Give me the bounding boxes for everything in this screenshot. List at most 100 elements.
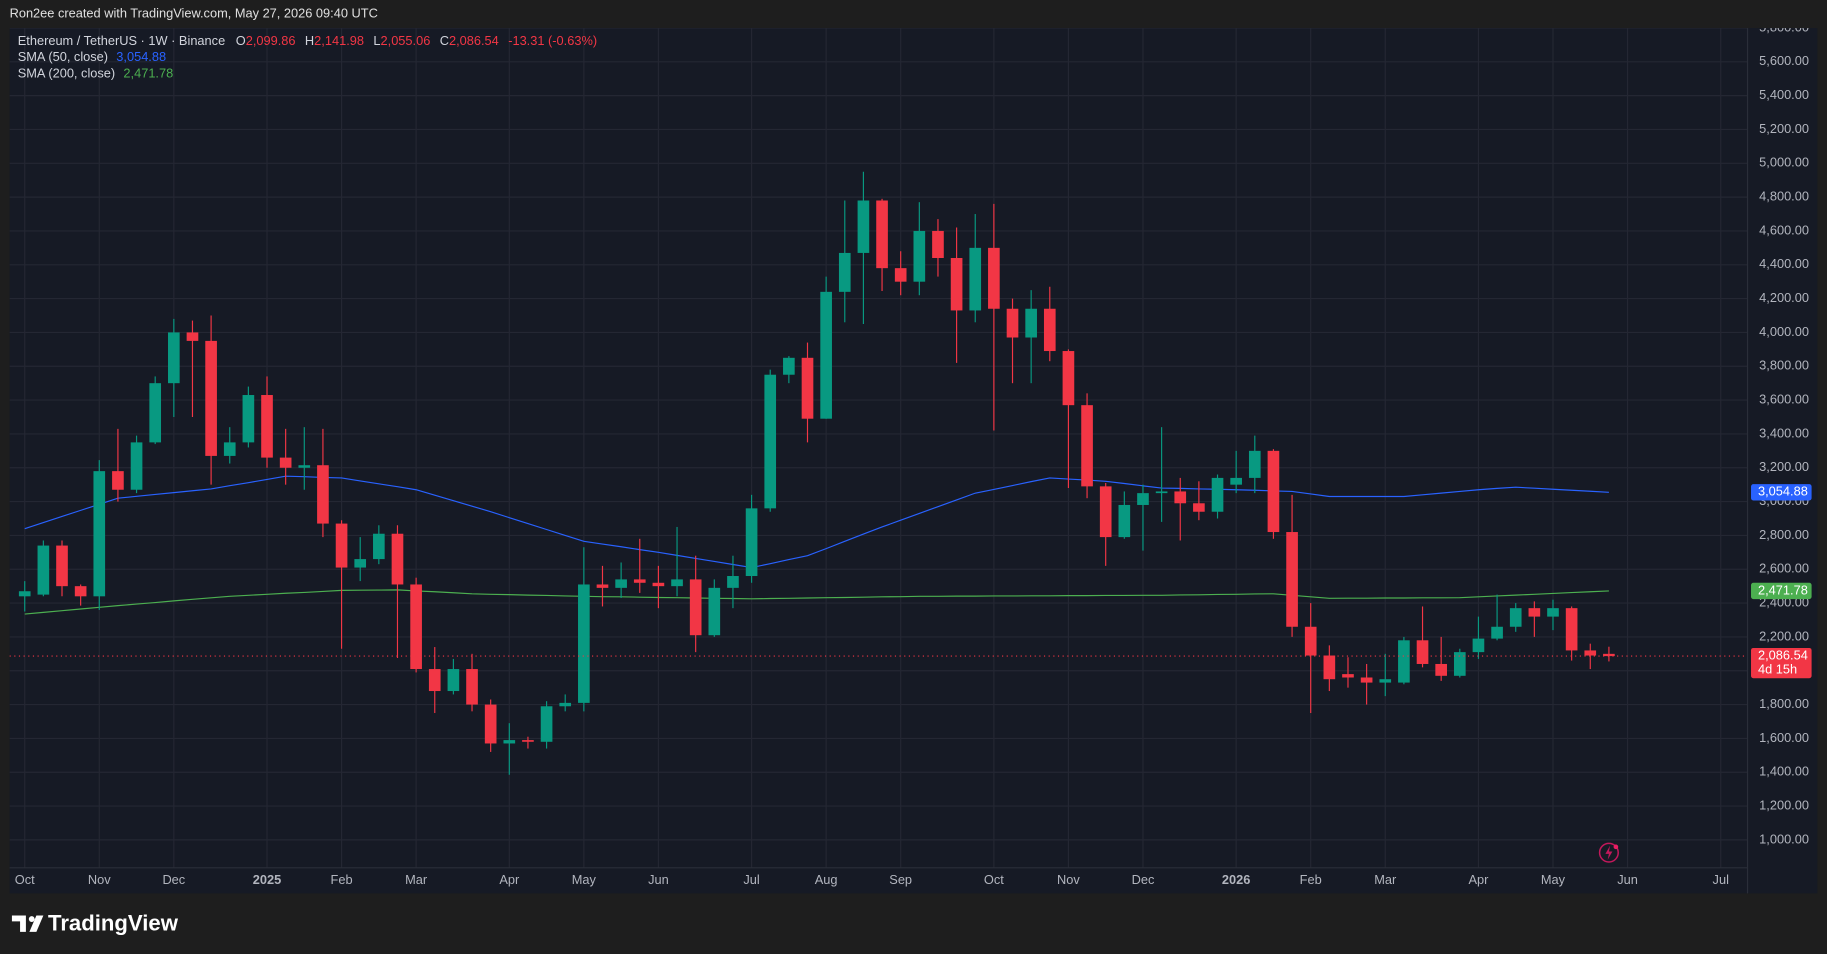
high-prefix: H xyxy=(305,33,314,48)
y-tick-label: 1,800.00 xyxy=(1759,696,1809,711)
y-tick-label: 5,400.00 xyxy=(1759,87,1809,102)
x-tick-label: Nov xyxy=(88,872,111,887)
candle-body xyxy=(1062,351,1075,406)
x-tick-label: Dec xyxy=(162,872,185,887)
symbol: Ethereum / TetherUS · 1W · Binance xyxy=(18,33,225,48)
candle-body xyxy=(205,340,217,456)
y-tick-label: 2,600.00 xyxy=(1759,561,1809,576)
x-tick-label: Apr xyxy=(1468,872,1489,887)
candle-body xyxy=(335,523,348,568)
sma-line xyxy=(24,589,1609,615)
y-tick-label: 3,400.00 xyxy=(1759,425,1809,440)
close-prefix: C xyxy=(440,33,449,48)
y-tick-label: 1,400.00 xyxy=(1759,764,1809,779)
candle-body xyxy=(74,586,87,597)
candle-body xyxy=(391,533,404,585)
candle-body xyxy=(18,591,31,597)
candle-body xyxy=(1323,655,1336,680)
sma-legend: SMA (50, close) 3,054.88 xyxy=(18,50,166,65)
candle-body xyxy=(37,545,50,595)
candle-body xyxy=(1509,608,1522,627)
candle-body xyxy=(820,291,832,419)
candle-body xyxy=(1360,677,1373,683)
y-tick-label: 5,200.00 xyxy=(1759,121,1809,136)
candle-body xyxy=(168,332,180,384)
y-tick-label: 4,000.00 xyxy=(1759,324,1809,339)
candle-body xyxy=(1006,308,1019,338)
candle-body xyxy=(615,579,627,588)
price-badge-label: 2,086.54 xyxy=(1758,647,1808,662)
open-value: 2,099.86 xyxy=(246,33,296,48)
plot: 1,000.00 1,200.00 1,400.00 1,600.00 1,800.00… xyxy=(9,19,1809,868)
candle-body xyxy=(727,576,739,588)
x-tick-label: Apr xyxy=(499,872,520,887)
x-tick-label: Sep xyxy=(889,872,912,887)
candle-body xyxy=(373,533,385,560)
y-tick-label: 4,400.00 xyxy=(1759,256,1809,271)
x-tick-label: Jul xyxy=(1713,872,1729,887)
candle-body xyxy=(522,740,534,742)
candle-body xyxy=(969,247,982,311)
candle-body xyxy=(1230,477,1242,485)
candle-body xyxy=(932,230,944,259)
candle-body xyxy=(149,383,162,443)
y-tick-label: 5,600.00 xyxy=(1759,53,1809,68)
candle-body xyxy=(633,579,646,583)
candle-body xyxy=(1342,674,1354,678)
sma-legend: SMA (200, close) 2,471.78 xyxy=(18,66,174,81)
x-tick-label: Oct xyxy=(984,872,1004,887)
candle-body xyxy=(801,357,814,419)
candle-body xyxy=(1137,493,1149,505)
y-tick-label: 3,800.00 xyxy=(1759,358,1809,373)
x-tick-label: Jun xyxy=(648,872,669,887)
candle-body xyxy=(745,508,758,577)
low-value: 2,055.06 xyxy=(381,33,431,48)
candle-body xyxy=(857,200,870,253)
candle-body xyxy=(1286,532,1298,627)
candle-body xyxy=(1304,626,1317,656)
candle-body xyxy=(1043,308,1056,352)
candle-body xyxy=(708,587,721,636)
candle-body xyxy=(540,706,553,742)
candle-body xyxy=(1118,504,1131,538)
sma-line xyxy=(24,475,1609,569)
candle-body xyxy=(1081,405,1093,487)
x-tick-label: May xyxy=(572,872,597,887)
watermark: Ron2ee created with TradingView.com, May… xyxy=(10,5,378,20)
price-badge-label: 3,054.88 xyxy=(1758,484,1808,499)
candle-body xyxy=(130,442,143,490)
candle-body xyxy=(279,457,292,468)
candle-body xyxy=(559,702,572,707)
y-tick-label: 3,200.00 xyxy=(1759,459,1809,474)
sma-name: SMA (200, close) xyxy=(18,66,115,81)
y-tick-label: 5,800.00 xyxy=(1759,19,1809,34)
candle-body xyxy=(988,247,1000,309)
candle-body xyxy=(223,442,236,456)
candle-body xyxy=(652,582,665,587)
candle-body xyxy=(447,669,460,692)
chart-legend: Ethereum / TetherUS · 1W · Binance O2,09… xyxy=(18,33,597,48)
candle-body xyxy=(1211,477,1224,512)
candle-body xyxy=(578,584,590,703)
candle-body xyxy=(838,252,851,292)
candle-body xyxy=(317,465,329,524)
y-tick-label: 2,200.00 xyxy=(1759,628,1809,643)
open-prefix: O xyxy=(236,33,246,48)
y-tick-label: 2,800.00 xyxy=(1759,527,1809,542)
candle-body xyxy=(466,669,478,705)
candle-body xyxy=(298,465,311,468)
candle-body xyxy=(242,395,255,443)
candle-body xyxy=(596,584,609,588)
replay-icon[interactable] xyxy=(1598,842,1619,863)
candle-body xyxy=(56,545,68,587)
candle-body xyxy=(428,669,441,692)
candle-body xyxy=(1248,450,1261,478)
x-tick-label: Feb xyxy=(1300,872,1322,887)
candle-body xyxy=(1565,608,1578,651)
price-badge xyxy=(1751,647,1812,679)
x-tick-label: Oct xyxy=(15,872,35,887)
y-tick-label: 4,800.00 xyxy=(1759,188,1809,203)
candle-body xyxy=(764,374,777,509)
candle-body xyxy=(1398,640,1410,683)
